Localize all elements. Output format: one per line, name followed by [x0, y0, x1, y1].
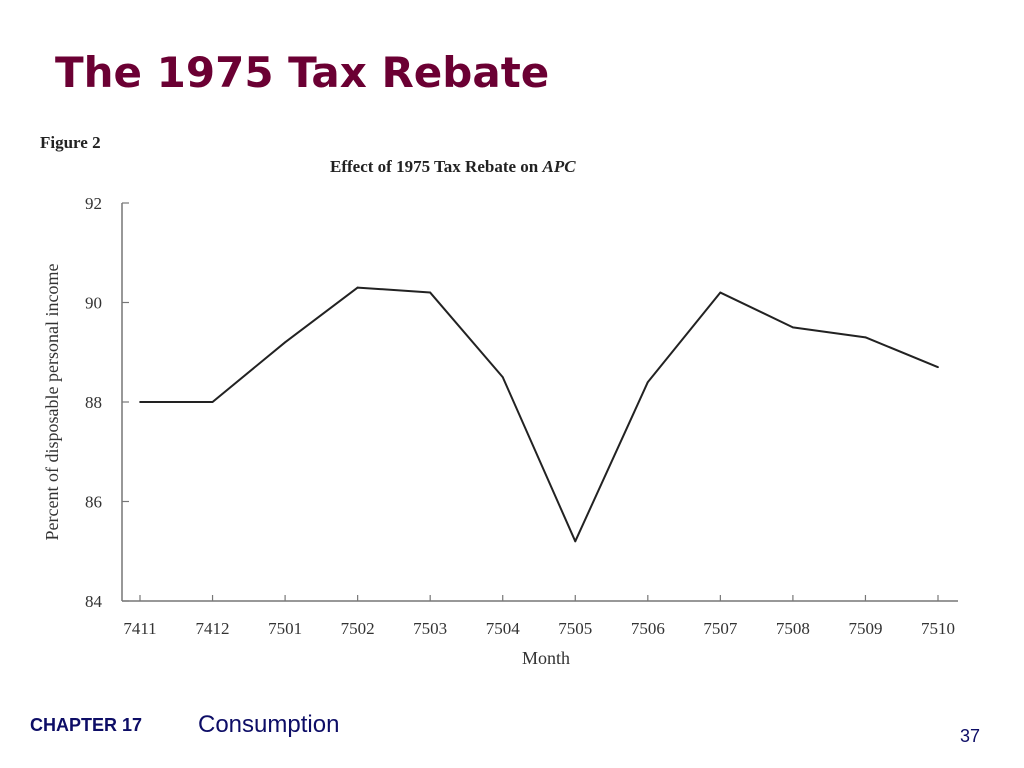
series-line: [140, 286, 939, 543]
x-tick-label: 7505: [558, 619, 592, 638]
chart-ticks: 84 86 88 90 92 7411 7412 7501 7502 7503 7504 7505 75…: [85, 194, 955, 638]
y-tick-label: 86: [85, 493, 102, 512]
data-point: [937, 366, 939, 369]
y-tick-label: 92: [85, 194, 102, 213]
data-point: [719, 291, 722, 294]
data-point: [429, 291, 432, 294]
chart-title-emphasis: APC: [542, 157, 576, 176]
data-point: [646, 381, 649, 383]
data-point: [284, 341, 286, 344]
x-tick-label: 7501: [268, 619, 302, 638]
slide-title: The 1975 Tax Rebate: [55, 48, 550, 97]
y-tick-label: 90: [85, 294, 102, 313]
chart-title: Effect of 1975 Tax Rebate on APC: [330, 157, 576, 177]
data-point: [211, 401, 214, 403]
x-tick-label: 7509: [848, 619, 882, 638]
x-tick-label: 7507: [703, 619, 738, 638]
data-point: [574, 540, 577, 543]
chart-series: [139, 286, 939, 543]
x-tick-label: 7411: [123, 619, 156, 638]
footer-chapter: CHAPTER 17: [30, 715, 143, 735]
y-tick-label: 88: [85, 393, 102, 412]
x-tick-label: 7506: [631, 619, 665, 638]
x-tick-label: 7502: [341, 619, 375, 638]
figure-label: Figure 2: [40, 133, 101, 152]
x-tick-label: 7510: [921, 619, 955, 638]
data-point: [792, 326, 794, 329]
x-tick-label: 7508: [776, 619, 810, 638]
y-axis-title: Percent of disposable personal income: [42, 264, 62, 541]
page-number: 37: [960, 726, 981, 746]
line-chart: 84 86 88 90 92 7411 7412 7501 7502 7503 7504 7505 75…: [42, 194, 958, 668]
x-tick-label: 7503: [413, 619, 447, 638]
chart-axes: [121, 203, 958, 602]
footer-topic: Consumption: [198, 711, 340, 738]
x-axis-title: Month: [522, 648, 570, 668]
chart-title-prefix: Effect of 1975 Tax Rebate on: [330, 157, 543, 176]
data-point: [356, 286, 359, 289]
data-point: [864, 336, 867, 339]
x-tick-label: 7504: [486, 619, 521, 638]
data-point: [501, 376, 504, 379]
x-tick-label: 7412: [196, 619, 230, 638]
y-tick-label: 84: [85, 592, 103, 611]
data-point: [139, 401, 141, 403]
